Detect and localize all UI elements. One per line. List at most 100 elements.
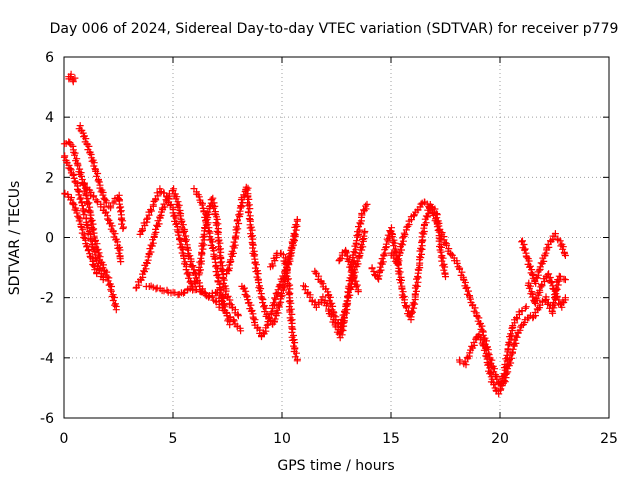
data-point	[482, 352, 490, 360]
data-point	[213, 264, 221, 272]
data-point	[447, 251, 455, 258]
data-point	[253, 261, 260, 269]
data-point	[508, 354, 516, 362]
data-point	[424, 213, 432, 221]
data-point	[471, 304, 479, 312]
chart-title: Day 006 of 2024, Sidereal Day-to-day VTE…	[50, 21, 619, 37]
data-point	[519, 237, 526, 245]
data-point	[153, 284, 161, 292]
data-point	[503, 369, 511, 377]
data-point	[179, 221, 187, 229]
data-point	[328, 299, 336, 307]
data-point	[179, 289, 187, 297]
data-point	[226, 321, 234, 329]
x-tick-label: 20	[491, 431, 509, 447]
y-tick-label: -6	[40, 411, 54, 427]
data-point	[84, 247, 92, 255]
data-point	[345, 256, 353, 264]
data-point	[535, 266, 543, 274]
data-point	[271, 315, 279, 323]
data-point	[172, 214, 180, 222]
data-point	[291, 231, 299, 238]
data-point	[556, 273, 564, 281]
data-point	[342, 300, 350, 308]
data-point	[380, 251, 388, 259]
data-point	[540, 257, 548, 265]
data-point	[234, 312, 242, 320]
data-point	[209, 194, 217, 202]
data-point	[175, 209, 183, 217]
data-point	[341, 307, 348, 315]
data-track	[75, 122, 127, 232]
x-axis-label: GPS time / hours	[277, 458, 394, 474]
data-point	[336, 256, 344, 264]
data-track	[267, 249, 301, 365]
data-track	[311, 228, 369, 331]
data-point	[356, 226, 364, 234]
data-point	[66, 165, 74, 173]
data-point	[398, 246, 405, 254]
y-tick-label: -2	[40, 291, 54, 307]
data-point	[330, 312, 338, 320]
data-point	[234, 225, 242, 233]
data-track	[456, 312, 534, 398]
data-point	[478, 322, 486, 330]
data-point	[213, 215, 221, 223]
data-point	[464, 287, 472, 295]
data-point	[533, 296, 541, 304]
data-point	[326, 293, 334, 301]
data-track	[529, 272, 569, 322]
data-point	[441, 263, 449, 271]
data-point	[482, 337, 490, 345]
data-point	[355, 253, 363, 261]
data-point	[266, 316, 274, 324]
data-point	[231, 241, 239, 249]
data-point	[516, 326, 524, 334]
data-point	[291, 237, 298, 245]
data-point	[287, 299, 295, 307]
data-track	[518, 230, 569, 287]
data-point	[513, 315, 521, 323]
data-point	[82, 135, 90, 143]
data-point	[342, 249, 350, 257]
data-point	[85, 199, 93, 207]
data-point	[208, 293, 216, 301]
x-tick-label: 5	[169, 431, 178, 447]
data-point	[422, 219, 430, 227]
data-point	[247, 301, 255, 309]
data-point	[210, 204, 218, 212]
data-point	[262, 304, 270, 312]
data-point	[202, 210, 210, 218]
data-point	[209, 238, 216, 246]
data-point	[203, 221, 211, 229]
data-point	[111, 294, 118, 301]
data-point	[525, 257, 533, 265]
data-point	[223, 312, 231, 320]
data-point	[497, 385, 505, 393]
data-point	[95, 178, 103, 186]
data-point	[417, 254, 425, 262]
data-point	[232, 232, 240, 240]
data-point	[453, 259, 461, 267]
data-point	[551, 294, 558, 302]
data-point	[501, 378, 509, 386]
data-point	[404, 222, 412, 230]
data-point	[237, 327, 245, 335]
data-point	[230, 238, 238, 246]
data-point	[399, 288, 407, 296]
data-point	[359, 235, 366, 243]
data-point	[111, 301, 119, 309]
data-point	[558, 303, 566, 311]
data-point	[215, 303, 223, 311]
data-point	[274, 286, 282, 294]
data-point	[293, 357, 301, 365]
data-point	[218, 258, 226, 266]
data-point	[154, 192, 162, 200]
data-point	[75, 217, 83, 225]
data-point	[521, 245, 529, 253]
data-point	[267, 309, 275, 317]
data-point	[198, 248, 206, 256]
data-track	[524, 270, 569, 311]
data-track	[190, 185, 234, 329]
data-point	[198, 201, 206, 209]
